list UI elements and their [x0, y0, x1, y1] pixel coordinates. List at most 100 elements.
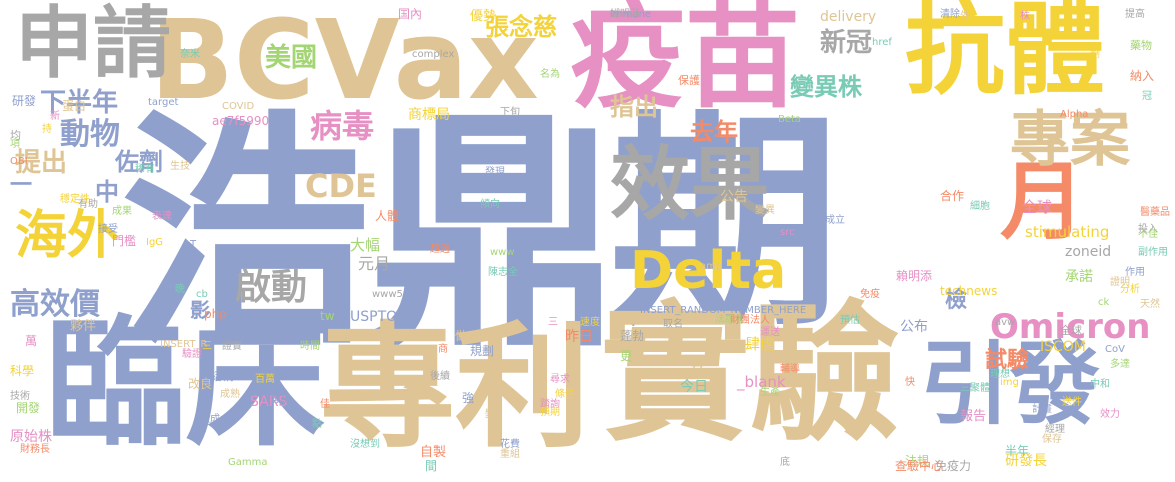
small-word-69: 全球 [1060, 324, 1082, 337]
small-word-133: 投入 [1138, 224, 1158, 235]
small-word-35: 門檻 [112, 234, 137, 248]
small-word-18: 外 [960, 11, 970, 22]
small-word-104: 三聚體 [960, 383, 990, 394]
word-24: 新冠 [820, 28, 873, 58]
small-word-59: 賴明添 [896, 269, 933, 283]
small-word-157: 蝴明蓮 [610, 9, 640, 20]
small-word-80: 今日 [680, 379, 708, 395]
small-word-52: IgG [146, 237, 164, 248]
small-word-60: technews [940, 284, 998, 298]
small-word-68: ISCOM [1040, 339, 1086, 355]
small-word-88: 間 [425, 459, 438, 473]
word-1: 浩鼎 [120, 89, 620, 380]
word-15: 海外 [15, 206, 120, 266]
small-word-70: www [490, 247, 515, 258]
small-word-117: 底 [780, 457, 790, 468]
small-word-87: 自製 [420, 445, 447, 460]
small-word-76: 肆虐 [745, 335, 776, 353]
small-word-141: avw [995, 317, 1016, 328]
small-word-116: 預期 [540, 407, 560, 418]
small-word-97: 結構 [210, 369, 235, 383]
small-word-147: 驗證 [182, 349, 202, 360]
small-word-123: 效力 [1100, 409, 1120, 420]
small-word-6: 名為 [540, 69, 560, 80]
small-word-100: 百萬 [255, 374, 275, 385]
small-word-83: 原始株 [10, 429, 52, 445]
small-word-122: 成熟 [220, 389, 240, 400]
small-word-25: 研發 [12, 94, 37, 108]
small-word-81: 規劃 [470, 344, 495, 358]
small-word-51: 表達 [152, 211, 172, 222]
small-word-145: T [190, 239, 197, 250]
word-4: 臨床 [45, 303, 326, 466]
word-26: 去年 [690, 118, 738, 146]
word-16: Omicron [990, 307, 1151, 347]
small-word-115: 踏詢 [540, 399, 560, 410]
word-13: 專案 [1010, 105, 1130, 175]
word-23: 美國 [265, 43, 318, 73]
small-word-37: 有助 [78, 199, 98, 210]
small-word-144: 點 [312, 419, 322, 430]
small-word-96: 預估 [840, 315, 860, 326]
small-word-22: 藥物 [1130, 39, 1152, 52]
small-word-106: 保存 [1042, 434, 1062, 445]
small-word-53: 元月 [358, 254, 391, 273]
small-word-108: 研發長 [1005, 453, 1047, 469]
small-word-3: 国內 [398, 7, 423, 21]
word-14: Delta [630, 241, 787, 301]
small-word-86: 開發 [16, 401, 41, 415]
word-31: 試驗 [985, 348, 1030, 373]
small-word-143: 佳 [320, 399, 330, 410]
small-word-63: php [204, 307, 227, 321]
small-word-156: 條件 [555, 389, 575, 400]
small-word-125: 經理 [1045, 424, 1065, 435]
small-word-40: 傾向 [480, 199, 500, 210]
small-word-89: 強 [462, 391, 475, 405]
small-word-74: 支 [690, 358, 706, 376]
small-word-19: 株 [1020, 11, 1030, 22]
word-20: 啟動 [235, 267, 308, 308]
word-18: 動物 [60, 117, 120, 152]
small-word-24: 冠 [1142, 91, 1152, 102]
small-word-67: 萬 [25, 334, 38, 348]
small-word-26: 蛋白 [62, 99, 87, 113]
small-word-49: 成立 [825, 215, 845, 226]
small-word-118: Gamma [228, 457, 268, 468]
small-word-48: 細胞 [970, 201, 990, 212]
small-word-148: 三 [202, 341, 212, 352]
small-word-28: 持 [42, 124, 52, 135]
small-word-140: img [1000, 377, 1019, 388]
small-word-29: 均 [10, 129, 21, 142]
small-word-150: 時間 [300, 341, 320, 352]
word-17: 病毒 [310, 107, 375, 145]
small-word-8: 奈米 [180, 49, 200, 60]
small-word-111: 查驗中心 [895, 459, 944, 473]
small-word-31: OBI [10, 156, 28, 167]
small-word-112: 半年 [1005, 444, 1030, 458]
small-word-39: 人體 [375, 209, 400, 223]
small-word-92: 速度 [580, 317, 600, 328]
small-word-66: 夥伴 [70, 319, 97, 334]
word-21: 高效價 [10, 287, 100, 322]
small-word-54: 大幅 [350, 236, 381, 254]
small-word-14: Beta [778, 114, 802, 125]
small-word-42: 公告 [720, 189, 748, 205]
word-34: 影 [190, 298, 210, 322]
small-word-121: 做成 [200, 414, 220, 425]
word-5: 專利 [320, 309, 590, 466]
small-word-50: 變異 [755, 205, 775, 216]
small-word-149: 證實 [222, 341, 242, 352]
small-word-30: 項 [10, 139, 20, 150]
word-30: 佐劑 [115, 148, 163, 176]
word-7: 疫苗 [570, 0, 801, 124]
small-word-79: 昨日 [565, 329, 593, 345]
small-word-151: 商 [438, 344, 448, 355]
word-2: 期 [610, 91, 841, 358]
small-word-132: 分析 [1120, 284, 1140, 295]
small-word-109: 免疫力 [935, 459, 972, 473]
small-word-21: 提高 [1125, 9, 1145, 20]
word-29: 指出 [610, 93, 658, 121]
word-8: 抗體 [905, 0, 1105, 108]
small-word-17: 清除 [940, 9, 960, 20]
small-word-91: 三 [548, 317, 558, 328]
